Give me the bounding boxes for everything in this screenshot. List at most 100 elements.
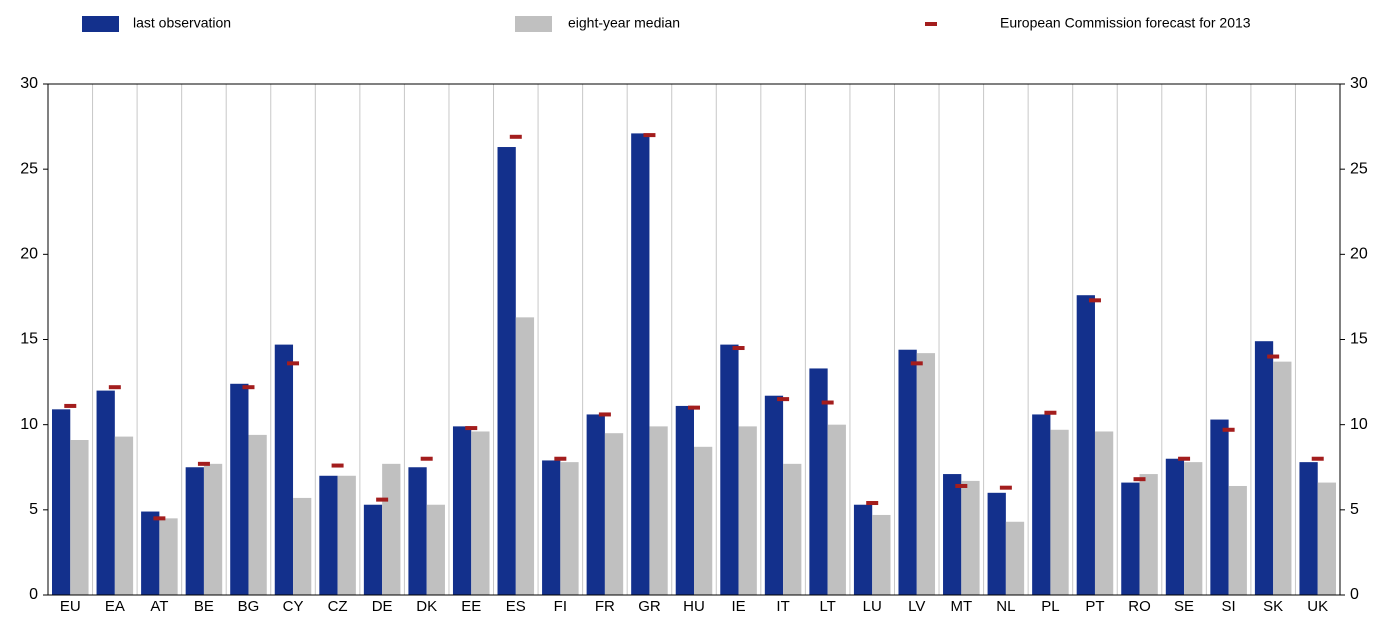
bar: [586, 414, 605, 595]
forecast-marker: [732, 346, 745, 351]
bar: [809, 368, 828, 595]
forecast-marker: [598, 412, 611, 417]
forecast-marker: [420, 456, 433, 461]
x-tick-label: EE: [461, 598, 481, 615]
bar: [1076, 295, 1095, 595]
forecast-marker: [1267, 354, 1280, 359]
bar: [961, 480, 980, 595]
bar: [764, 395, 784, 595]
forecast-marker: [1178, 456, 1191, 461]
x-tick-label: FR: [595, 598, 615, 615]
y-tick-label: 0: [29, 586, 38, 603]
forecast-marker: [999, 485, 1012, 490]
legend-swatch: [925, 22, 937, 26]
bar: [720, 344, 739, 595]
x-tick-label: DE: [372, 598, 393, 615]
forecast-marker: [153, 516, 166, 521]
bar: [560, 462, 579, 595]
bar: [827, 424, 846, 595]
bar: [471, 431, 490, 595]
forecast-marker: [866, 501, 879, 506]
bar: [542, 460, 561, 595]
bar: [987, 492, 1006, 595]
y2-tick-label: 25: [1350, 160, 1368, 177]
forecast-marker: [1088, 298, 1101, 303]
bar: [1165, 458, 1185, 595]
bar: [1139, 474, 1158, 595]
forecast-marker: [287, 361, 300, 366]
bar: [337, 475, 356, 595]
y-tick-label: 30: [20, 75, 38, 92]
legend-label: last observation: [133, 15, 231, 31]
bar: [853, 504, 873, 595]
y2-tick-label: 5: [1350, 501, 1359, 518]
bar: [515, 317, 535, 595]
x-tick-label: BE: [194, 598, 214, 615]
bar: [230, 383, 249, 595]
x-tick-label: HU: [683, 598, 705, 615]
legend-label: eight-year median: [568, 15, 680, 31]
bar: [872, 514, 891, 595]
x-tick-label: CZ: [328, 598, 348, 615]
bar: [248, 434, 267, 595]
forecast-marker: [910, 361, 923, 366]
y2-tick-label: 15: [1350, 331, 1368, 348]
x-tick-label: SE: [1174, 598, 1194, 615]
x-tick-label: SK: [1263, 598, 1283, 615]
forecast-marker: [955, 483, 968, 488]
y-tick-label: 10: [20, 416, 38, 433]
bar: [96, 390, 115, 595]
forecast-marker: [643, 133, 656, 138]
x-tick-label: CY: [283, 598, 304, 615]
y-tick-label: 25: [20, 160, 38, 177]
forecast-marker: [1044, 410, 1057, 415]
bar: [426, 504, 445, 595]
bar: [497, 147, 516, 596]
x-tick-label: LV: [908, 598, 925, 615]
forecast-marker: [64, 403, 77, 408]
bar: [943, 474, 962, 595]
x-tick-label: EU: [60, 598, 81, 615]
y2-tick-label: 0: [1350, 586, 1359, 603]
bar: [1273, 361, 1292, 595]
forecast-marker: [821, 400, 834, 405]
bar: [274, 344, 294, 595]
y2-tick-label: 20: [1350, 246, 1368, 263]
forecast-marker: [688, 405, 700, 410]
forecast-marker: [331, 463, 344, 468]
x-tick-label: PT: [1085, 598, 1104, 615]
x-tick-label: RO: [1128, 598, 1151, 615]
legend-swatch: [82, 16, 119, 32]
bar: [1210, 419, 1229, 595]
bar: [1228, 485, 1247, 595]
bar: [1184, 462, 1203, 595]
y-tick-label: 20: [20, 246, 38, 263]
bar: [675, 405, 694, 595]
bar: [159, 518, 178, 595]
bar: [203, 463, 223, 595]
y-tick-label: 15: [20, 331, 38, 348]
forecast-marker: [1133, 477, 1146, 482]
bar: [1317, 482, 1336, 595]
forecast-marker: [554, 456, 567, 461]
x-tick-label: GR: [638, 598, 661, 615]
x-tick-label: DK: [416, 598, 437, 615]
bar: [694, 446, 713, 595]
y-tick-label: 5: [29, 501, 38, 518]
bar: [1032, 414, 1051, 595]
x-tick-label: ES: [506, 598, 526, 615]
x-tick-label: MT: [950, 598, 972, 615]
bar: [1299, 462, 1318, 595]
forecast-marker: [1222, 427, 1235, 432]
x-tick-label: EA: [105, 598, 125, 615]
bar: [114, 436, 134, 595]
legend-swatch: [515, 16, 552, 32]
bar: [382, 463, 401, 595]
x-tick-label: PL: [1041, 598, 1059, 615]
x-tick-label: UK: [1307, 598, 1328, 615]
bar: [1094, 431, 1114, 595]
forecast-marker: [465, 426, 478, 431]
bar: [452, 426, 472, 595]
